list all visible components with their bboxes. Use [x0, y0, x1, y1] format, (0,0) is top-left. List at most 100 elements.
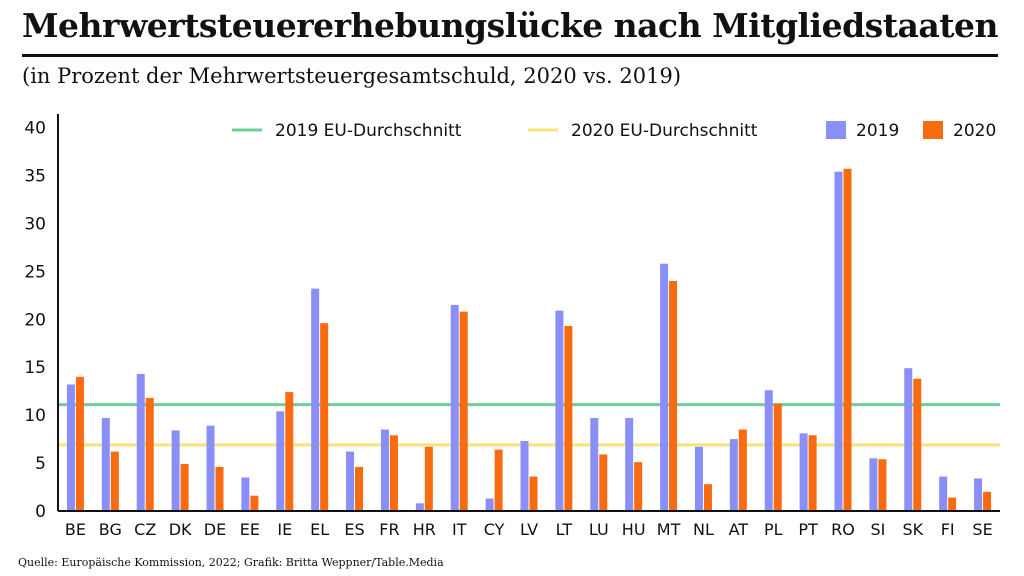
x-tick-label-CZ: CZ [134, 520, 156, 539]
bar-2020-FR [389, 435, 398, 511]
y-tick-label: 40 [24, 119, 46, 139]
bar-2020-DK [180, 464, 189, 511]
legend-label-2019-avg: 2019 EU-Durchschnitt [275, 121, 462, 141]
x-tick-label-MT: MT [657, 520, 681, 539]
y-tick-label: 35 [24, 167, 46, 187]
bar-2019-DK [171, 430, 180, 511]
bar-2019-NL [694, 446, 703, 511]
chart-title: Mehrwertsteuererhebungslücke nach Mitgli… [22, 6, 998, 45]
x-tick-label-SE: SE [972, 520, 992, 539]
bar-2020-CY [494, 449, 503, 511]
legend-label-2020-avg: 2020 EU-Durchschnitt [571, 121, 758, 141]
bar-2019-LT [555, 310, 564, 511]
bar-2019-EE [241, 477, 250, 511]
bar-2019-CZ [136, 373, 145, 511]
bar-2020-BG [110, 451, 119, 511]
bar-2019-BG [101, 418, 110, 511]
bar-2019-HR [415, 503, 424, 511]
legend-label-2020: 2020 [953, 121, 996, 141]
bar-2020-HR [424, 446, 433, 511]
bar-2019-HU [625, 418, 634, 511]
bar-2019-AT [729, 439, 738, 511]
x-tick-label-PL: PL [764, 520, 783, 539]
bars [66, 168, 992, 512]
bar-2020-IT [459, 311, 468, 511]
x-tick-label-CY: CY [484, 520, 505, 539]
bar-2020-EE [250, 495, 259, 511]
y-axis: 0 5 10 15 20 25 30 35 40 [24, 114, 59, 522]
x-tick-label-NL: NL [693, 520, 714, 539]
bar-2019-RO [834, 171, 843, 512]
chart-subtitle: (in Prozent der Mehrwertsteuergesamtschu… [22, 64, 682, 88]
x-tick-label-DE: DE [204, 520, 226, 539]
x-tick-label-ES: ES [344, 520, 364, 539]
bar-2020-LT [564, 326, 573, 511]
bar-2020-MT [669, 280, 678, 511]
bar-2020-SK [913, 378, 922, 511]
bar-2020-AT [738, 429, 747, 511]
bar-2019-SI [869, 458, 878, 511]
bar-2020-CZ [145, 397, 154, 511]
x-tick-label-LV: LV [520, 520, 538, 539]
bar-2020-FI [948, 497, 957, 511]
bar-2019-LV [520, 441, 529, 511]
bar-2019-LU [590, 418, 599, 511]
x-tick-label-FI: FI [941, 520, 955, 539]
source-note: Quelle: Europäische Kommission, 2022; Gr… [18, 556, 444, 569]
legend-swatch-2020 [923, 121, 943, 139]
y-tick-label: 10 [24, 406, 46, 426]
bar-2020-NL [703, 484, 712, 511]
x-tick-label-EL: EL [310, 520, 329, 539]
x-tick-label-IT: IT [452, 520, 467, 539]
y-tick-label: 30 [24, 214, 46, 234]
bar-2020-PL [773, 403, 782, 511]
bar-2019-SK [904, 368, 913, 511]
bar-2019-PT [799, 433, 808, 511]
bar-2020-RO [843, 168, 852, 512]
y-tick-label: 0 [35, 502, 46, 522]
x-tick-label-RO: RO [831, 520, 855, 539]
x-tick-label-BG: BG [99, 520, 122, 539]
bar-2020-HU [634, 462, 643, 511]
legend-label-2019: 2019 [856, 121, 899, 141]
x-tick-label-SI: SI [870, 520, 885, 539]
x-tick-label-IE: IE [277, 520, 292, 539]
bar-2020-ES [355, 466, 364, 511]
bar-2019-FI [939, 476, 948, 511]
x-tick-label-HU: HU [622, 520, 646, 539]
bar-2019-CY [485, 498, 494, 511]
legend-swatch-2019 [826, 121, 846, 139]
x-tick-label-FR: FR [379, 520, 399, 539]
bar-2019-FR [380, 429, 389, 511]
bar-2020-DE [215, 466, 224, 511]
bar-2020-BE [75, 376, 84, 511]
title-rule [22, 54, 998, 57]
bar-2019-EL [311, 288, 320, 511]
x-tick-label-LT: LT [556, 520, 573, 539]
bar-2019-BE [66, 384, 75, 511]
y-tick-label: 20 [24, 310, 46, 330]
bar-2020-SI [878, 459, 887, 511]
reference-lines [58, 403, 1000, 447]
bar-2020-PT [808, 435, 817, 511]
bar-2020-LU [599, 454, 608, 511]
bar-2019-MT [660, 263, 669, 511]
x-tick-label-LU: LU [589, 520, 609, 539]
bar-2019-IT [450, 304, 459, 511]
x-tick-label-HR: HR [413, 520, 436, 539]
x-tick-label-EE: EE [240, 520, 260, 539]
x-axis: BE BG CZ DK DE EE IE EL ES FR HR IT CY LV LT LU HU MT NL AT… [58, 510, 1000, 539]
x-tick-label-PT: PT [798, 520, 818, 539]
bar-2020-EL [320, 323, 329, 511]
bar-2020-SE [983, 491, 992, 511]
y-tick-label: 15 [24, 358, 46, 378]
bar-2019-IE [276, 411, 285, 511]
bar-2019-PL [764, 390, 773, 511]
x-tick-label-DK: DK [169, 520, 192, 539]
bar-2020-IE [285, 392, 294, 511]
y-tick-label: 25 [24, 262, 46, 282]
legend: 2019 EU-Durchschnitt 2020 EU-Durchschnitt… [232, 121, 996, 141]
y-tick-label: 5 [35, 454, 46, 474]
bar-2019-DE [206, 425, 215, 511]
